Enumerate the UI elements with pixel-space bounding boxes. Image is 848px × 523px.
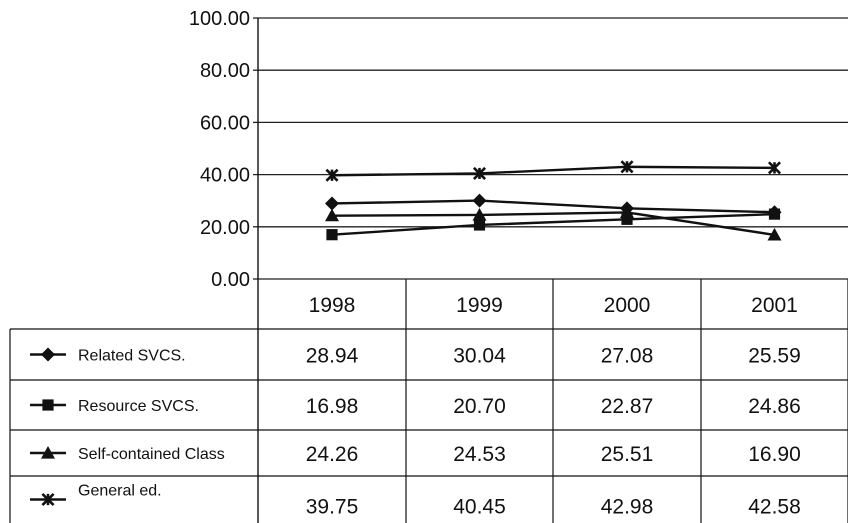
y-tick-label: 20.00: [200, 217, 250, 239]
data-value-label: 40.45: [453, 496, 506, 519]
x-category-label: 1999: [456, 294, 503, 317]
data-value-label: 42.58: [748, 496, 801, 519]
data-value-label: 25.59: [748, 345, 801, 368]
legend-label: Related SVCS.: [78, 348, 186, 365]
y-tick-label: 0.00: [211, 269, 250, 291]
data-value-label: 42.98: [601, 496, 654, 519]
series-line: [331, 212, 775, 236]
data-point: [620, 160, 634, 174]
legend-label: Self-contained Class: [78, 446, 225, 463]
data-point: [472, 193, 487, 208]
data-point: [472, 207, 487, 221]
data-point: [767, 227, 782, 241]
legend-key-marker: [41, 446, 55, 459]
data-value-label: 30.04: [453, 345, 506, 368]
series-line: [331, 165, 775, 177]
data-point: [326, 229, 338, 241]
data-point: [325, 196, 339, 211]
x-category-label: 2001: [751, 294, 798, 317]
y-tick-label: 40.00: [200, 165, 250, 187]
data-value-label: 24.53: [453, 443, 506, 466]
data-point: [620, 205, 634, 219]
data-value-label: 24.26: [306, 443, 359, 466]
data-value-label: 39.75: [306, 496, 359, 519]
data-point: [473, 219, 486, 231]
x-category-label: 2000: [604, 294, 651, 317]
series-line: [331, 211, 775, 237]
legend-key-marker: [41, 347, 55, 362]
data-point: [767, 161, 782, 175]
data-value-label: 25.51: [601, 443, 654, 466]
legend-key-marker: [41, 492, 55, 507]
series-line: [331, 199, 775, 214]
data-value-label: 16.90: [748, 443, 801, 466]
data-value-label: 24.86: [748, 395, 801, 418]
y-tick-label: 60.00: [200, 112, 250, 134]
legend-label: Resource SVCS.: [78, 398, 199, 415]
data-point: [472, 166, 487, 180]
data-point: [325, 168, 339, 182]
legend-key-marker: [42, 399, 54, 411]
legend-label: General ed.: [78, 483, 162, 500]
data-value-label: 22.87: [601, 395, 654, 418]
x-category-label: 1998: [309, 294, 356, 317]
data-value-label: 27.08: [601, 345, 654, 368]
data-value-label: 20.70: [453, 395, 506, 418]
y-tick-label: 80.00: [200, 60, 250, 82]
y-tick-label: 100.00: [189, 8, 250, 30]
data-value-label: 16.98: [306, 395, 359, 418]
data-point: [768, 208, 781, 220]
data-point: [621, 213, 633, 225]
data-value-label: 28.94: [306, 345, 359, 368]
data-point: [325, 208, 339, 222]
